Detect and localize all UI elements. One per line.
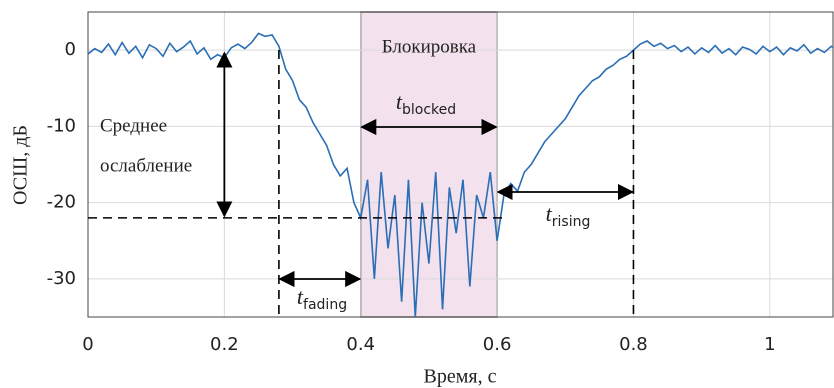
duration-symbol: t xyxy=(396,89,403,114)
snr-line xyxy=(88,32,833,317)
duration-label: tfading xyxy=(297,284,347,313)
mean-label: Среднее xyxy=(100,115,167,136)
plot-frame xyxy=(87,11,834,318)
block-label: Блокировка xyxy=(382,36,477,57)
duration-label: tblocked xyxy=(396,89,456,118)
duration-symbol: t xyxy=(546,201,553,226)
duration-subscript: fading xyxy=(303,297,347,313)
y-tick-label: -30 xyxy=(47,268,76,289)
x-tick-label: 0.8 xyxy=(619,334,648,355)
x-axis-label: Время, с xyxy=(424,366,497,388)
duration-symbol: t xyxy=(297,284,304,309)
x-tick-label: 1 xyxy=(764,334,775,355)
x-tick-label: 0.6 xyxy=(483,334,512,355)
x-tick-label: 0.2 xyxy=(210,334,239,355)
blocked-region xyxy=(360,11,498,318)
y-tick-label: -10 xyxy=(47,115,76,136)
y-tick-label: 0 xyxy=(65,39,76,60)
duration-label: trising xyxy=(546,201,591,230)
y-axis-label: ОСШ, дБ xyxy=(10,125,32,205)
duration-subscript: blocked xyxy=(402,102,456,118)
x-tick-label: 0.4 xyxy=(346,334,375,355)
mean-label: ослабление xyxy=(100,155,192,176)
duration-subscript: rising xyxy=(552,214,591,230)
y-tick-label: -20 xyxy=(47,192,76,213)
x-tick-label: 0 xyxy=(82,334,93,355)
